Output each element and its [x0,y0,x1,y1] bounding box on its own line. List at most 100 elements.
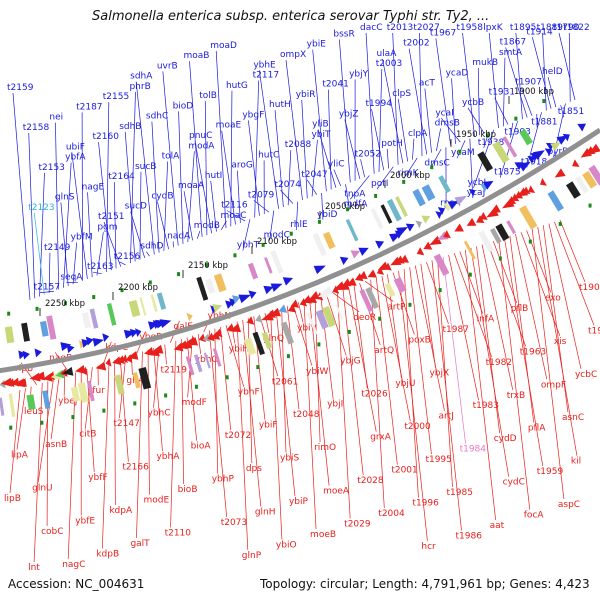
gene-label[interactable]: t2001 [391,466,417,476]
gene-label[interactable]: bioD [173,101,194,111]
gene-label[interactable]: moaC [220,211,246,221]
gene-label[interactable]: dmsC [424,158,449,168]
gene-label[interactable]: tolA [162,152,181,162]
gene-label[interactable]: bssR [333,29,354,39]
gene-label[interactable]: cydB [151,191,173,201]
gene-label[interactable]: galE [174,322,194,332]
gene-label[interactable]: bioA [191,442,212,452]
gene-label[interactable]: citB [79,430,96,440]
gene-label[interactable]: t1920 [588,326,600,336]
gene-label[interactable]: ulaA [376,49,397,59]
gene-label[interactable]: sucB [135,162,157,172]
gene-label[interactable]: t2123 [28,203,54,213]
gene-label[interactable]: cobC [41,527,63,537]
gene-label[interactable]: glnQ [263,334,284,344]
gene-label[interactable]: t2119 [161,365,188,375]
gene-label[interactable]: t2074 [275,180,302,190]
gene-label[interactable]: t2048 [293,410,320,420]
gene-label[interactable]: t2187 [76,102,102,112]
gene-label[interactable]: artP [387,302,406,312]
gene-label[interactable]: mukB [472,58,498,68]
gene-label[interactable]: ybjI [327,400,343,410]
gene-label[interactable]: yliC [328,160,345,170]
gene-label[interactable]: ubiF [66,142,85,152]
gene-label[interactable]: t2000 [404,422,431,432]
gene-label[interactable]: t1875 [494,168,520,178]
gene-label[interactable]: t2029 [344,519,371,529]
gene-label[interactable]: grxA [370,433,391,443]
gene-label[interactable]: ybfM [71,233,93,243]
gene-label[interactable]: t2157 [34,283,60,293]
gene-label[interactable]: t2073 [221,518,247,528]
gene-label[interactable]: ybiH [229,344,249,354]
gene-label[interactable]: nagE [82,182,105,192]
gene-label[interactable]: moeA [323,487,350,497]
gene-label[interactable]: artJ [438,412,453,422]
gene-label[interactable]: t2110 [165,528,192,538]
gene-label[interactable]: ybgF [242,110,264,120]
gene-label[interactable]: ybjG [340,356,361,366]
gene-label[interactable]: sdhB [119,122,141,132]
gene-label[interactable]: t1918 [521,157,548,167]
gene-label[interactable]: sucD [125,202,147,212]
gene-label[interactable]: ycaM [451,148,475,158]
gene-label[interactable]: t1987 [443,325,469,335]
gene-label[interactable]: t1983 [473,401,499,411]
gene-label[interactable]: t1984 [460,445,487,455]
gene-label[interactable]: asnB [45,440,67,450]
gene-label[interactable]: ybjZ [339,109,359,119]
gene-label[interactable]: uvrB [157,61,178,71]
gene-label[interactable]: acT [419,79,435,89]
gene-label[interactable]: ycaI [435,108,453,118]
gene-label[interactable]: t2028 [357,476,384,486]
gene-label[interactable]: ybfA [65,153,86,163]
gene-label[interactable]: t2155 [103,92,129,102]
gene-label[interactable]: ybhE [253,60,276,70]
gene-label[interactable]: moaB [184,51,210,61]
gene-label[interactable]: fur [92,386,105,396]
gene-label[interactable]: t1790 [553,23,580,33]
gene-label[interactable]: xis [554,337,567,347]
gene-label[interactable]: t2079 [248,190,275,200]
gene-label[interactable]: t1959 [537,467,564,477]
gene-label[interactable]: clpS [392,89,411,99]
gene-label[interactable]: t2153 [38,163,64,173]
gene-label[interactable]: aat [490,521,505,531]
gene-label[interactable]: infA [477,314,495,324]
gene-label[interactable]: ybiW [306,367,329,377]
gene-label[interactable]: ycbL [467,178,488,188]
gene-label[interactable]: ybiE [307,40,327,50]
gene-label[interactable]: t1889 [537,23,564,33]
gene-label[interactable]: t2117 [253,71,279,81]
gene-label[interactable]: galT [130,539,150,549]
gene-label[interactable]: ycaJ [467,188,485,198]
gene-label[interactable]: ybiV [297,323,318,333]
gene-label[interactable]: t1958 [457,23,484,33]
gene-label[interactable]: lipA [11,451,29,461]
gene-label[interactable]: seqA [60,272,83,282]
gene-label[interactable]: hutG [226,81,248,91]
gene-label[interactable]: ybhF [238,388,260,398]
gene-label[interactable]: modC [264,230,290,240]
gene-label[interactable]: sdhD [140,242,163,252]
gene-label[interactable]: modF [182,398,207,408]
gene-label[interactable]: glnH [255,508,276,518]
gene-label[interactable]: t1996 [412,499,439,509]
gene-label[interactable]: t2002 [403,39,429,49]
gene-label[interactable]: ybeJ [58,397,77,407]
gene-label[interactable]: ybiD [317,210,338,220]
gene-label[interactable]: t2027 [413,23,439,33]
gene-label[interactable]: t1902 [579,283,600,293]
gene-label[interactable]: ycbC [575,370,597,380]
gene-label[interactable]: mdfA [344,200,369,210]
gene-label[interactable]: t1907 [515,77,541,87]
gene-label[interactable]: t2003 [376,59,402,69]
gene-label[interactable]: smtA [499,48,523,58]
gene-label[interactable]: t1914 [526,27,553,37]
gene-label[interactable]: moaE [216,121,242,131]
gene-label[interactable]: focA [524,511,545,521]
gene-label[interactable]: t2004 [378,509,405,519]
gene-label[interactable]: t2158 [23,123,50,133]
gene-label[interactable]: t2147 [113,419,139,429]
gene-label[interactable]: lpxK [483,23,504,33]
